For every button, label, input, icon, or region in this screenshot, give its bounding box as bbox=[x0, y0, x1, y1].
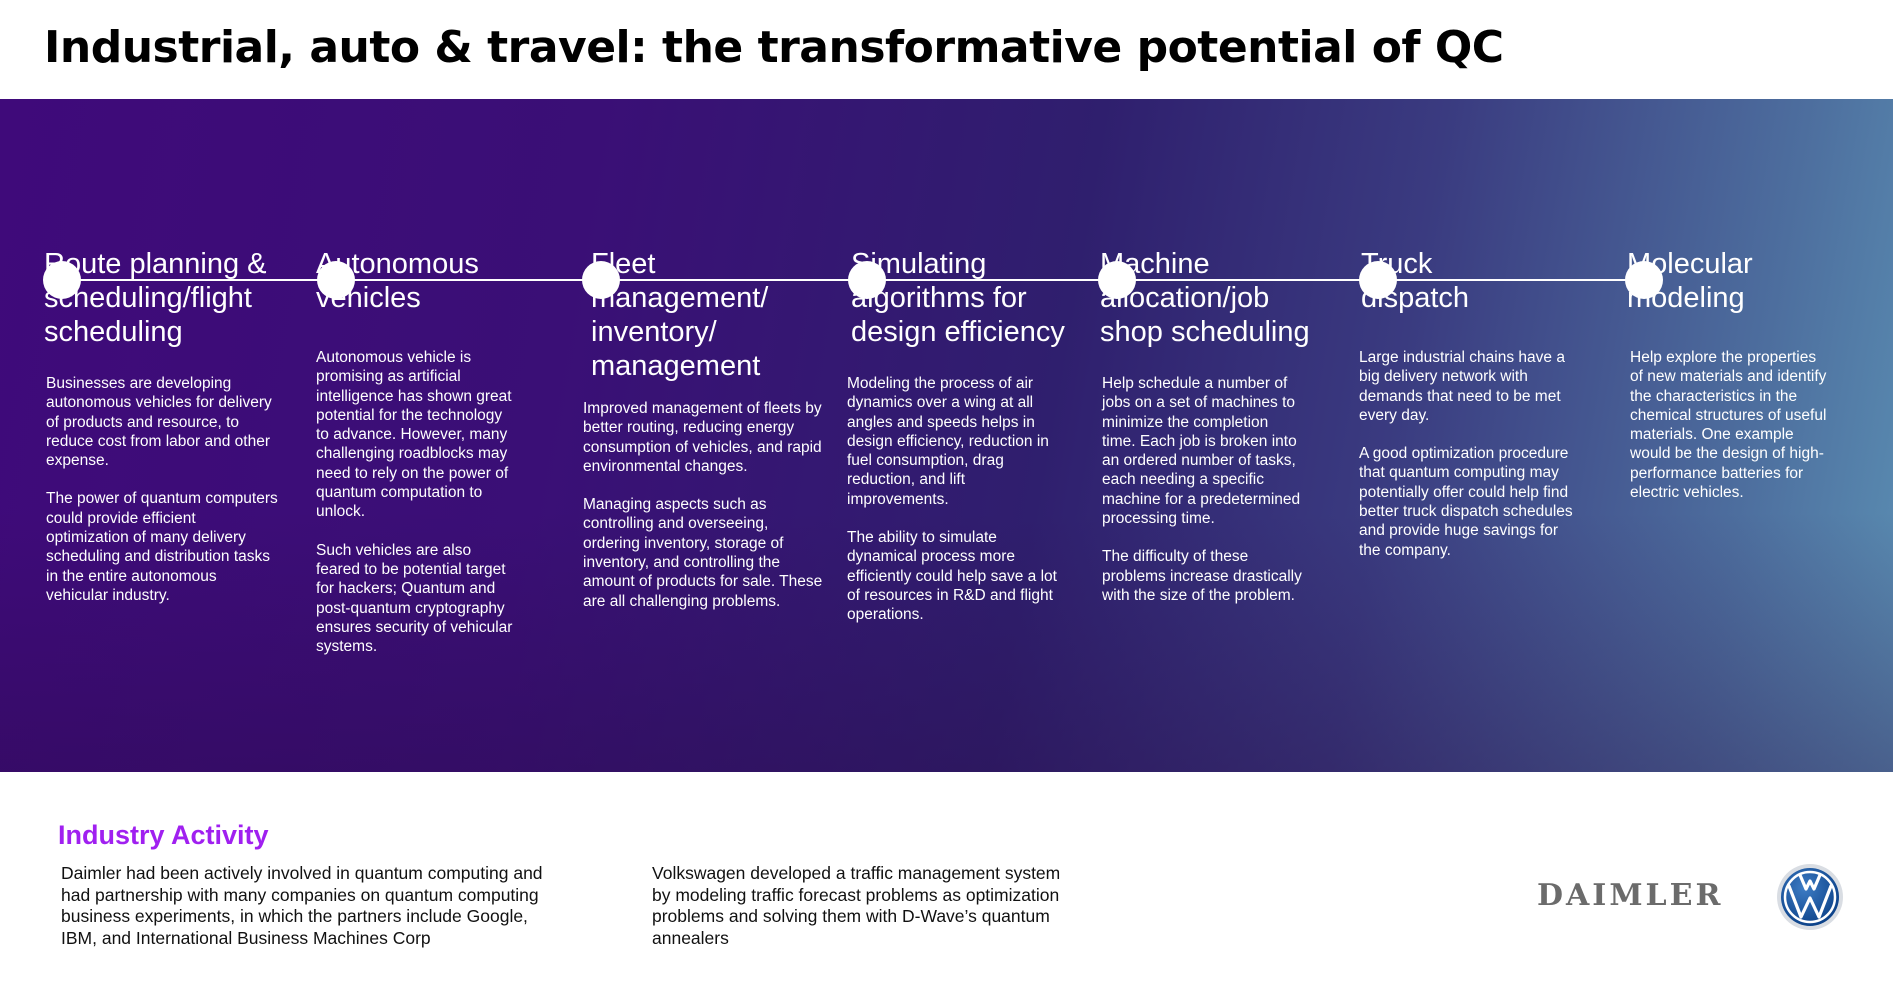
column-paragraph: Large industrial chains have a big deliv… bbox=[1359, 349, 1565, 424]
column-paragraph: Modeling the process of air dynamics ove… bbox=[847, 375, 1049, 508]
timeline-dot-7 bbox=[1625, 261, 1663, 299]
daimler-logo: DAIMLER bbox=[1537, 878, 1724, 913]
column-title-autonomous-vehicles: Autonomous vehicles bbox=[316, 248, 479, 314]
column-title-molecular-modeling: Molecular modeling bbox=[1627, 248, 1753, 314]
column-paragraph: The difficulty of these problems increas… bbox=[1102, 548, 1302, 604]
timeline-dot-6 bbox=[1359, 261, 1397, 299]
column-paragraph: Help explore the properties of new mater… bbox=[1630, 349, 1827, 502]
column-paragraph: A good optimization procedure that quant… bbox=[1359, 445, 1573, 559]
timeline-dot-2 bbox=[317, 261, 355, 299]
industry-activity-heading: Industry Activity bbox=[58, 820, 269, 850]
timeline-dot-1 bbox=[43, 261, 81, 299]
column-title-machine-allocation: Machine allocation/job shop scheduling bbox=[1100, 248, 1310, 348]
column-title-simulating-algorithms: Simulating algorithms for design efficie… bbox=[851, 248, 1065, 348]
column-paragraph: The power of quantum computers could pro… bbox=[46, 490, 278, 604]
column-paragraph: The ability to simulate dynamical proces… bbox=[847, 529, 1057, 624]
column-body-autonomous-vehicles: Autonomous vehicle is promising as artif… bbox=[316, 348, 516, 675]
column-title-fleet-management: Fleet management/ inventory/ management bbox=[591, 248, 769, 382]
column-title-truck-dispatch: Truck dispatch bbox=[1361, 248, 1470, 314]
page-title: Industrial, auto & travel: the transform… bbox=[44, 22, 1504, 73]
column-paragraph: Businesses are developing autonomous veh… bbox=[46, 375, 272, 470]
column-body-fleet-management: Improved management of fleets by better … bbox=[583, 399, 828, 630]
column-paragraph: Autonomous vehicle is promising as artif… bbox=[316, 349, 512, 521]
timeline-band: Route planning & scheduling/flight sched… bbox=[0, 99, 1893, 772]
column-body-machine-allocation: Help schedule a number of jobs on a set … bbox=[1102, 374, 1302, 624]
column-body-truck-dispatch: Large industrial chains have a big deliv… bbox=[1359, 348, 1579, 579]
column-paragraph: Help schedule a number of jobs on a set … bbox=[1102, 375, 1301, 528]
column-body-simulating-algorithms: Modeling the process of air dynamics ove… bbox=[847, 374, 1069, 644]
timeline-dot-5 bbox=[1098, 261, 1136, 299]
column-body-route-planning: Businesses are developing autonomous veh… bbox=[46, 374, 281, 624]
volkswagen-logo-icon bbox=[1777, 864, 1843, 930]
timeline-dot-3 bbox=[582, 261, 620, 299]
volkswagen-activity-text: Volkswagen developed a traffic managemen… bbox=[652, 863, 1061, 948]
column-paragraph: Such vehicles are also feared to be pote… bbox=[316, 541, 513, 656]
column-body-molecular-modeling: Help explore the properties of new mater… bbox=[1630, 348, 1830, 521]
column-title-route-planning: Route planning & scheduling/flight sched… bbox=[44, 248, 267, 348]
timeline-dot-4 bbox=[848, 261, 886, 299]
column-paragraph: Managing aspects such as controlling and… bbox=[583, 496, 823, 610]
column-paragraph: Improved management of fleets by better … bbox=[583, 400, 822, 475]
daimler-activity-text: Daimler had been actively involved in qu… bbox=[61, 863, 543, 948]
